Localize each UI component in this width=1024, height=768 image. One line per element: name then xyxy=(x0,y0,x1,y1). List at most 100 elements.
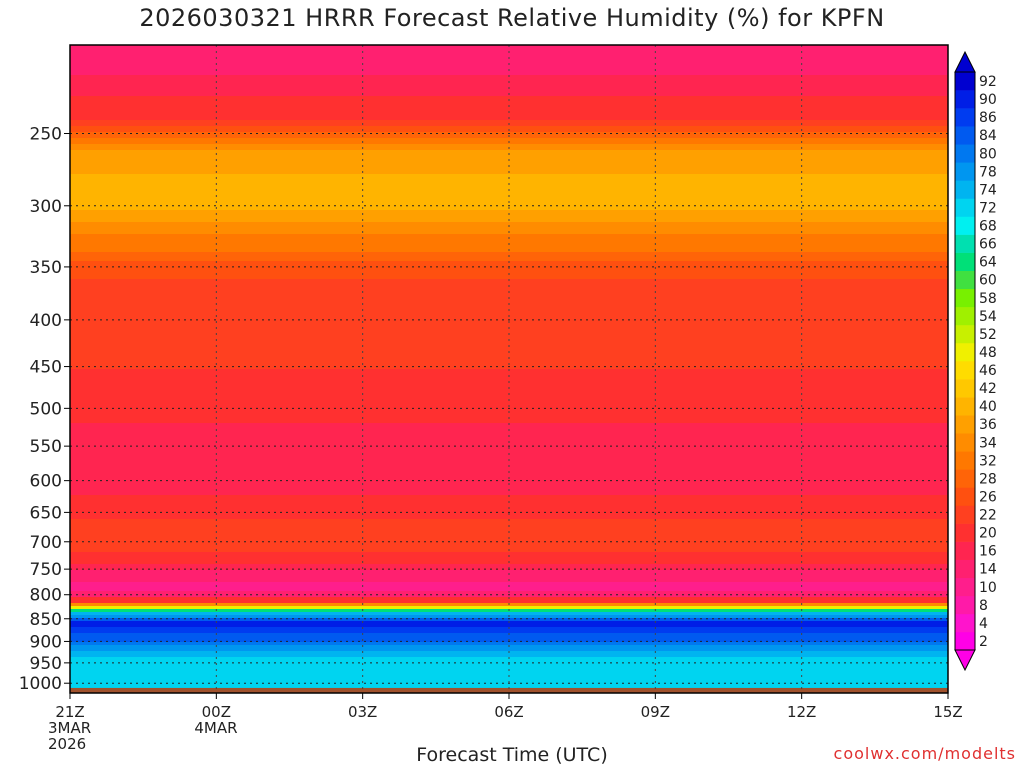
x-tick-label: 15Z xyxy=(933,703,962,721)
rh-fill-band xyxy=(70,228,948,232)
colorbar-swatch xyxy=(955,72,975,91)
rh-fill-band xyxy=(70,462,948,466)
rh-fill-band xyxy=(70,414,948,418)
y-tick-label: 250 xyxy=(30,124,62,144)
x-axis-label: Forecast Time (UTC) xyxy=(416,744,608,766)
rh-fill-band xyxy=(70,198,948,202)
rh-fill-band xyxy=(70,642,948,646)
rh-fill-band xyxy=(70,78,948,82)
colorbar-swatch xyxy=(955,523,975,542)
y-tick-label: 650 xyxy=(30,503,62,523)
colorbar-swatch xyxy=(955,234,975,253)
colorbar-label: 66 xyxy=(979,237,997,253)
rh-fill-band xyxy=(70,600,948,604)
rh-fill-band xyxy=(70,222,948,226)
source-credit[interactable]: coolwx.com/modelts xyxy=(833,744,1016,763)
colorbar-label: 28 xyxy=(979,471,997,487)
colorbar-label: 10 xyxy=(979,580,997,596)
rh-fill-band xyxy=(70,636,948,640)
rh-fill-band xyxy=(70,114,948,118)
colorbar-swatch xyxy=(955,270,975,290)
rh-fill-band xyxy=(70,648,948,652)
colorbar-swatch xyxy=(955,198,975,217)
y-tick-label: 500 xyxy=(30,399,62,419)
colorbar-swatch xyxy=(955,397,975,416)
rh-fill-band xyxy=(70,186,948,190)
rh-fill-band xyxy=(70,576,948,580)
rh-fill-band xyxy=(70,384,948,388)
rh-fill-band xyxy=(70,210,948,214)
rh-fill-band xyxy=(70,168,948,172)
colorbar-swatch xyxy=(955,288,975,308)
rh-fill-band xyxy=(70,678,948,682)
rh-fill-band xyxy=(70,234,948,238)
colorbar-label: 2 xyxy=(979,634,988,650)
rh-fill-band xyxy=(70,546,948,550)
rh-fill-band xyxy=(70,630,948,634)
rh-fill-band xyxy=(70,306,948,310)
rh-fill-band xyxy=(70,156,948,160)
colorbar-swatch xyxy=(955,541,975,560)
rh-fill-band xyxy=(70,270,948,274)
rh-fill-band xyxy=(70,570,948,574)
rh-fill-band xyxy=(70,522,948,526)
rh-fill-band xyxy=(70,246,948,250)
rh-fill-band xyxy=(70,666,948,670)
colorbar-swatch xyxy=(955,361,975,380)
colorbar-label: 14 xyxy=(979,562,997,578)
rh-fill-band xyxy=(70,66,948,70)
rh-fill-band xyxy=(70,90,948,94)
colorbar-label: 60 xyxy=(979,273,997,289)
rh-fill-band xyxy=(70,60,948,64)
colorbar-label: 68 xyxy=(979,219,997,235)
colorbar-swatch xyxy=(955,577,975,597)
rh-fill-band xyxy=(70,612,948,616)
rh-fill-band xyxy=(70,150,948,154)
x-tick-label: 00Z xyxy=(202,703,231,721)
rh-fill-band xyxy=(70,480,948,484)
rh-fill-band xyxy=(70,408,948,412)
rh-fill-band xyxy=(70,456,948,460)
colorbar-label: 74 xyxy=(979,182,997,198)
rh-fill-band xyxy=(70,588,948,592)
rh-fill-band xyxy=(70,294,948,298)
colorbar-label: 84 xyxy=(979,128,997,144)
colorbar-swatch xyxy=(955,451,975,470)
y-tick-label: 850 xyxy=(30,610,62,630)
rh-fill-band xyxy=(70,402,948,406)
rh-fill-band xyxy=(70,348,948,352)
x-tick-label: 4MAR xyxy=(194,719,237,737)
rh-fill-band xyxy=(70,162,948,166)
rh-fill-band xyxy=(70,552,948,556)
colorbar-swatch xyxy=(955,90,975,109)
rh-fill-band xyxy=(70,474,948,478)
rh-fill-band xyxy=(70,624,948,628)
colorbar-swatch xyxy=(955,252,975,271)
colorbar-label: 86 xyxy=(979,110,997,126)
rh-fill-band xyxy=(70,366,948,370)
rh-fill-band xyxy=(70,330,948,334)
rh-fill-band xyxy=(70,180,948,184)
rh-fill-band xyxy=(70,84,948,88)
rh-fill-band xyxy=(70,390,948,394)
y-tick-label: 600 xyxy=(30,472,62,492)
rh-fill-band xyxy=(70,654,948,658)
rh-fill-band xyxy=(70,372,948,376)
rh-fill-band xyxy=(70,126,948,130)
colorbar-label: 80 xyxy=(979,146,997,162)
rh-fill-band xyxy=(70,282,948,286)
rh-fill-band xyxy=(70,492,948,496)
colorbar-frame xyxy=(954,71,976,651)
colorbar-swatch xyxy=(955,379,975,398)
colorbar-label: 52 xyxy=(979,327,997,343)
rh-fill-band xyxy=(70,378,948,382)
x-tick-label: 2026 xyxy=(48,735,86,753)
x-tick-label: 3MAR xyxy=(48,719,91,737)
rh-fill-band xyxy=(70,396,948,400)
colorbar-top-arrow xyxy=(954,50,976,73)
colorbar-label: 64 xyxy=(979,255,997,271)
colorbar-label: 22 xyxy=(979,508,997,524)
colorbar-swatch xyxy=(955,415,975,434)
colorbar-swatch xyxy=(955,487,975,506)
